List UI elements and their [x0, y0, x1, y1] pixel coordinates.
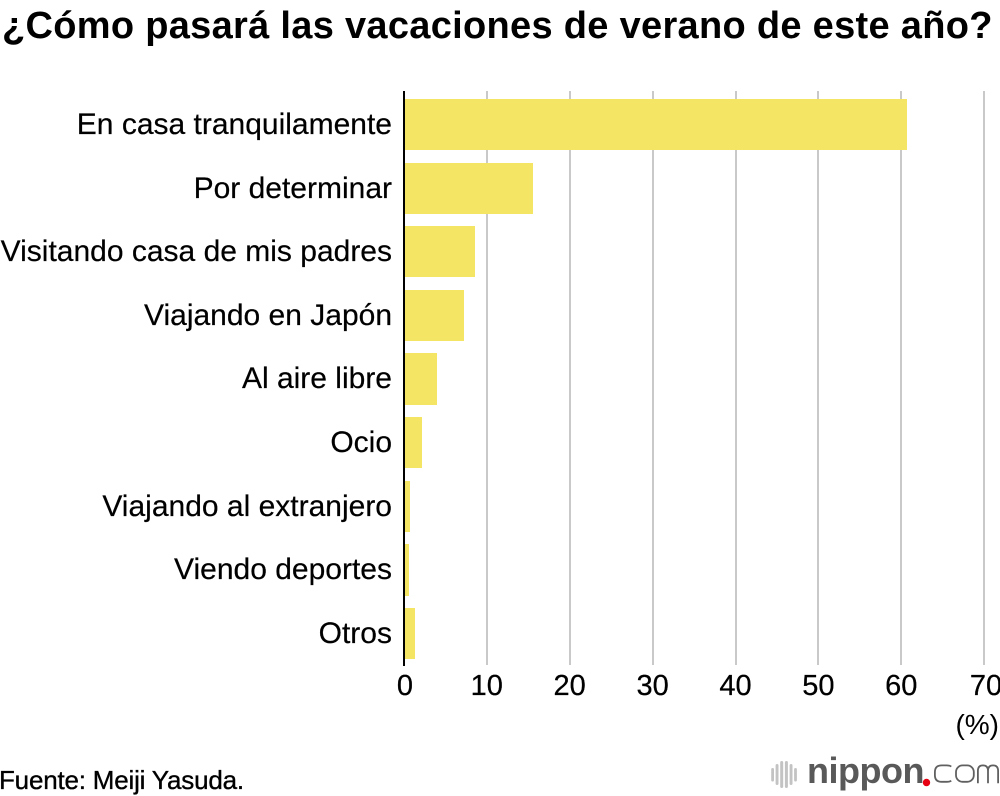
svg-text:nippon: nippon	[807, 750, 924, 791]
